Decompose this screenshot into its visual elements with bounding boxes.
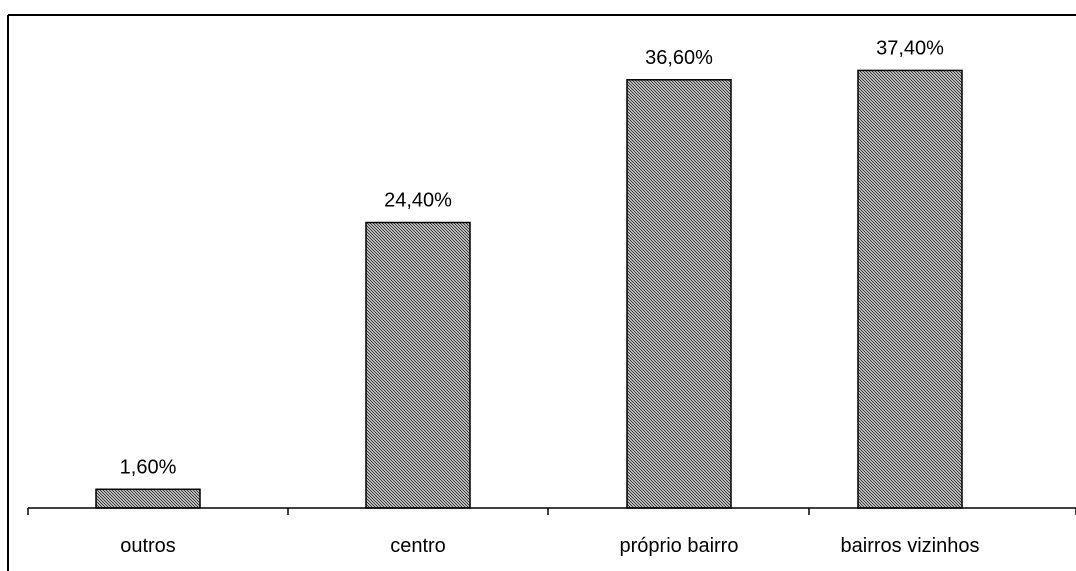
bar-2 <box>626 79 732 509</box>
category-label: bairros vizinhos <box>841 535 980 557</box>
bar-value-label: 24,40% <box>384 190 452 212</box>
x-axis <box>27 507 1076 515</box>
bar-value-label: 37,40% <box>876 37 944 59</box>
bar-value-label: 36,60% <box>645 47 713 69</box>
bar-3 <box>857 69 963 509</box>
bar-value-label: 1,60% <box>120 456 177 478</box>
category-label: próprio bairro <box>620 535 739 557</box>
bars-group <box>95 69 963 509</box>
category-label: centro <box>390 535 446 557</box>
category-label: outros <box>120 535 176 557</box>
bar-1 <box>365 221 471 509</box>
bar-0 <box>95 488 201 509</box>
labels-group: 1,60% outros 24,40% centro 36,60% próprio bai… <box>120 37 980 557</box>
